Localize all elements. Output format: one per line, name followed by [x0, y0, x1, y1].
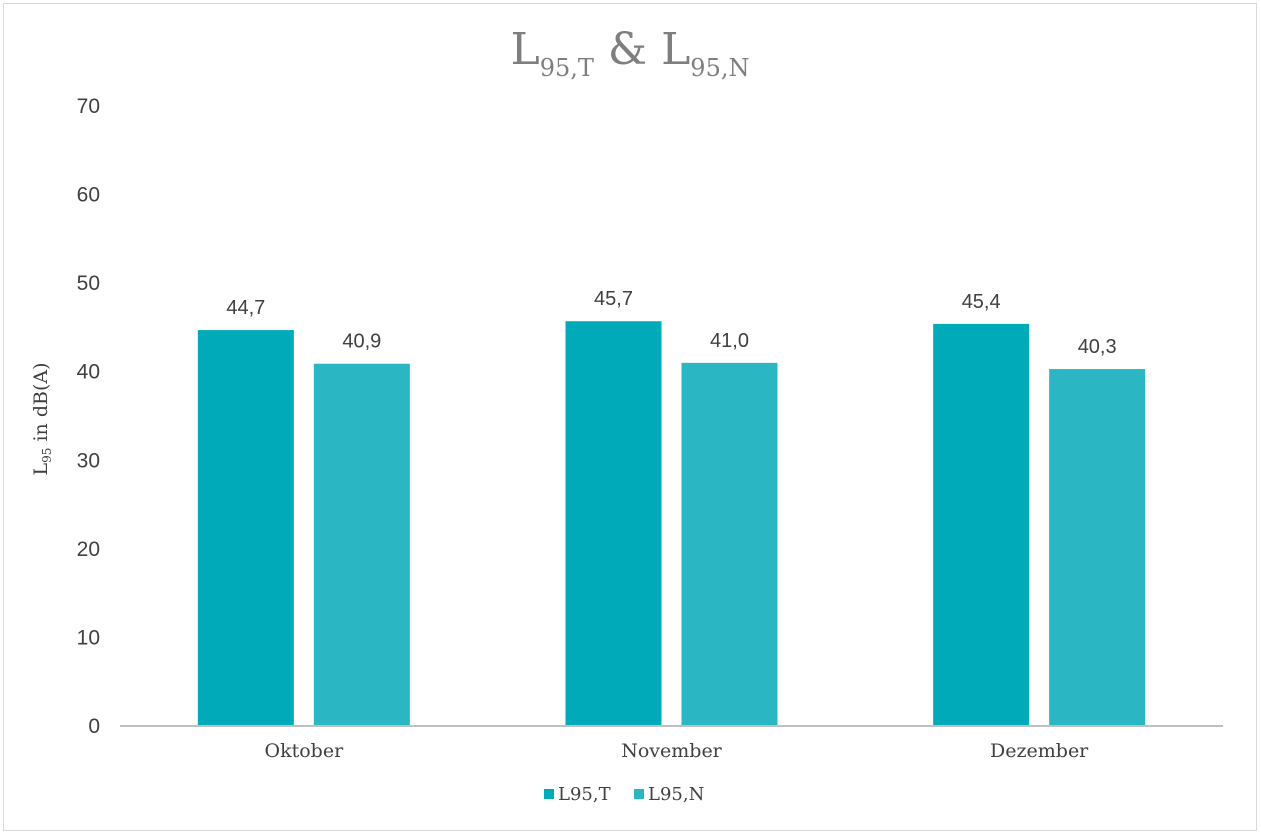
title-separator: &	[594, 24, 661, 75]
y-tick-label: 30	[77, 449, 100, 472]
y-axis-label: L95 in dB(A)	[30, 363, 54, 476]
data-label: 44,7	[226, 297, 265, 319]
bar-dezember-l95n[interactable]	[1049, 369, 1146, 726]
title-main-2: L	[661, 24, 690, 75]
legend-label-l95n[interactable]: L95,N	[648, 784, 704, 805]
title-main-1: L	[511, 24, 540, 75]
y-tick-label: 60	[77, 184, 100, 207]
chart-title: L95,T & L95,N	[511, 24, 750, 82]
x-tick-label: Oktober	[265, 740, 345, 762]
y-axis-label-main: L	[30, 462, 52, 475]
legend: L95,T L95,N	[544, 784, 704, 805]
y-tick-label: 10	[77, 626, 100, 649]
x-tick-label: November	[621, 740, 722, 762]
data-label: 41,0	[710, 330, 749, 352]
bar-november-l95t[interactable]	[565, 321, 662, 726]
x-tick-label: Dezember	[990, 740, 1089, 762]
data-label: 40,9	[342, 331, 381, 353]
y-tick-label: 50	[77, 272, 100, 295]
title-sub-2: 95,N	[690, 54, 749, 82]
bar-oktober-l95t[interactable]	[197, 330, 294, 726]
y-tick-label: 0	[88, 715, 100, 738]
data-label: 45,7	[594, 288, 633, 310]
title-sub-1: 95,T	[540, 54, 594, 82]
data-label: 45,4	[962, 291, 1001, 313]
y-tick-label: 70	[77, 95, 100, 118]
plot-area: 0 10 20 30 40 50 60 70 44,7 40,9 Oktober 45,7 41,0 No…	[77, 95, 1223, 762]
legend-swatch-l95t	[544, 789, 554, 799]
data-label: 40,3	[1078, 336, 1117, 358]
legend-swatch-l95n	[634, 789, 644, 799]
bar-november-l95n[interactable]	[681, 362, 778, 726]
bar-dezember-l95t[interactable]	[933, 323, 1030, 726]
bar-oktober-l95n[interactable]	[313, 363, 410, 726]
y-axis-label-rest: in dB(A)	[30, 363, 52, 448]
y-tick-label: 40	[77, 361, 100, 384]
legend-label-l95t[interactable]: L95,T	[558, 784, 611, 805]
y-tick-label: 20	[77, 538, 100, 561]
y-axis-label-sub: 95	[40, 448, 54, 463]
